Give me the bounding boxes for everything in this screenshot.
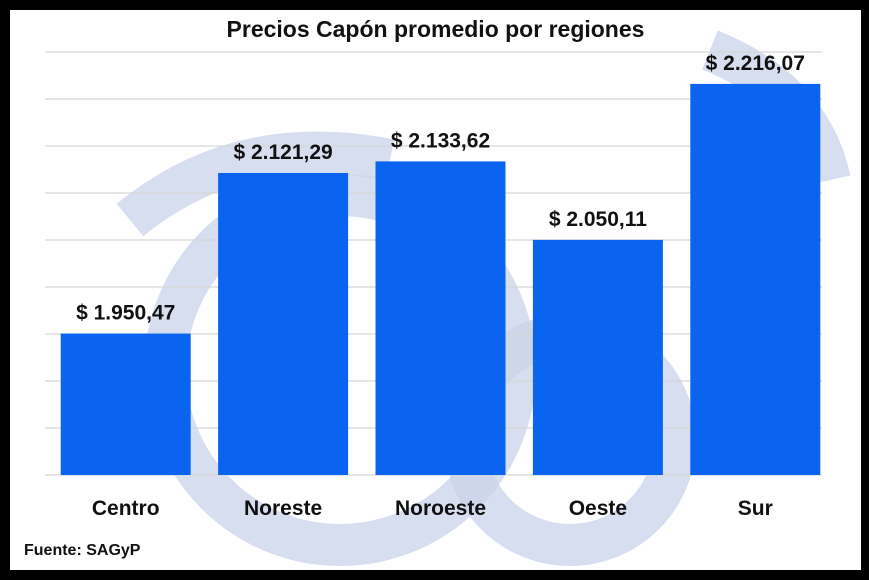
category-label-noreste: Noreste [244,497,322,520]
bar-noroeste [375,161,506,475]
value-label-noreste: $ 2.121,29 [233,141,332,164]
chart-title: Precios Capón promedio por regiones [226,16,645,42]
value-label-centro: $ 1.950,47 [76,302,175,325]
bar-centro [60,333,191,475]
value-label-noroeste: $ 2.133,62 [391,129,490,152]
category-label-oeste: Oeste [569,497,627,520]
chart-frame: $ 1.950,47 $ 2.121,29 $ 2.133,62 $ 2.050,11… [10,10,861,570]
category-label-centro: Centro [92,497,160,520]
category-labels: Centro Noreste Noroeste Oeste Sur [92,497,773,520]
bar-oeste [532,239,663,475]
value-label-sur: $ 2.216,07 [706,52,805,75]
bar-sur [690,83,821,476]
value-label-oeste: $ 2.050,11 [549,208,647,231]
bar-chart: $ 1.950,47 $ 2.121,29 $ 2.133,62 $ 2.050,11… [45,30,851,566]
source-note: Fuente: SAGyP [24,542,141,559]
value-labels: $ 1.950,47 $ 2.121,29 $ 2.133,62 $ 2.050,11… [76,52,805,325]
bar-noreste [218,172,349,475]
category-label-sur: Sur [738,497,773,520]
category-label-noroeste: Noroeste [395,497,486,520]
bars [60,83,821,476]
